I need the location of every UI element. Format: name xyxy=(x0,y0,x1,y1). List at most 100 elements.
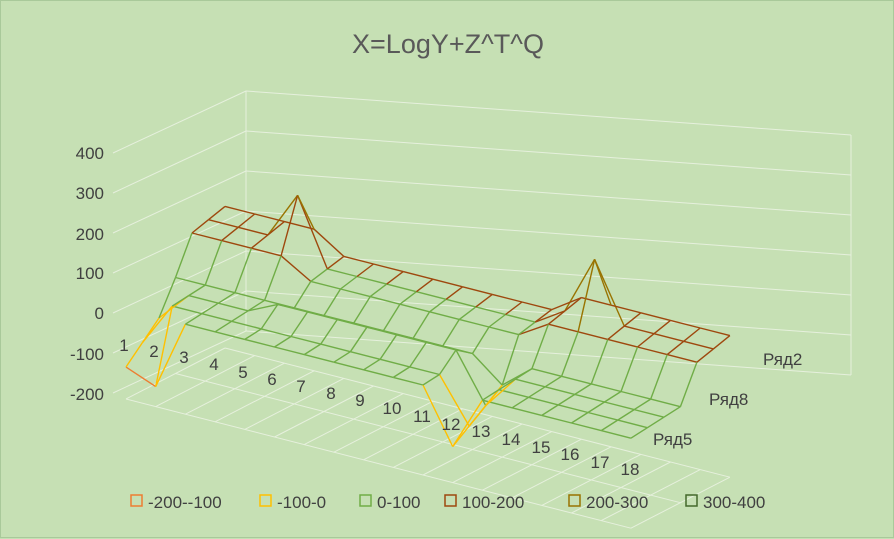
surface-segment xyxy=(647,416,665,429)
wall-gridline xyxy=(112,210,247,274)
surface-segment xyxy=(551,296,582,311)
x-tick-label: 11 xyxy=(413,407,431,426)
surface-segment xyxy=(280,195,299,256)
surface-segment xyxy=(577,259,596,332)
surface-segment xyxy=(515,378,546,388)
surface-segment xyxy=(386,283,417,293)
surface-segment xyxy=(683,327,701,342)
surface-segment xyxy=(221,226,239,242)
surface-segment xyxy=(475,306,506,316)
wall-gridline xyxy=(245,250,852,296)
surface-segment xyxy=(218,292,236,304)
surface-segment xyxy=(320,343,351,353)
surface-segment xyxy=(415,278,434,293)
x-axis: 1 2 3 4 5 6 7 8 9 10 11 12 13 14 15 16 1… xyxy=(119,336,639,479)
surface-segment xyxy=(350,351,381,360)
surface-segment xyxy=(558,404,589,414)
surface-segment xyxy=(313,228,345,257)
surface-segment xyxy=(482,389,500,401)
z-axis: 400 300 200 100 0 -100 -200 xyxy=(70,144,104,404)
surface-segment xyxy=(696,348,714,363)
surface-segment xyxy=(247,303,278,312)
surface-segment xyxy=(650,354,668,400)
surface-segment xyxy=(333,361,364,371)
surface-segment xyxy=(637,346,668,356)
legend-item[interactable]: -200--100 xyxy=(130,493,222,512)
surface-segment xyxy=(201,302,219,315)
x-tick-label: 10 xyxy=(383,399,402,418)
surface-segment xyxy=(263,255,282,301)
z-tick-label: 400 xyxy=(76,144,104,163)
x-tick-label: 12 xyxy=(442,415,461,434)
surface-segment xyxy=(125,366,157,388)
surface-segment xyxy=(208,219,239,228)
surface-segment xyxy=(455,349,473,355)
surface-segment xyxy=(244,338,275,348)
surface-segment xyxy=(369,283,388,298)
surface-segment xyxy=(399,303,430,313)
surface-segment xyxy=(379,334,398,360)
legend-swatch xyxy=(568,494,581,507)
surface-segment xyxy=(356,263,374,278)
surface-segment xyxy=(574,383,592,395)
surface-segment xyxy=(416,291,447,300)
surface-segment xyxy=(191,232,222,242)
surface-segment xyxy=(349,326,368,353)
legend-item[interactable]: 100-200 xyxy=(444,493,524,512)
surface-segment xyxy=(560,331,579,377)
x-tick-label: 7 xyxy=(296,377,305,396)
surface-segment xyxy=(237,213,256,228)
z-tick-label: -100 xyxy=(70,345,104,364)
surface-segment xyxy=(557,393,576,406)
surface-segment xyxy=(534,309,553,323)
surface-segment xyxy=(667,353,698,363)
surface-segment xyxy=(247,299,265,312)
surface-segment xyxy=(155,305,173,387)
legend-item[interactable]: 0-100 xyxy=(359,493,420,512)
surface-segment xyxy=(205,284,236,294)
surface-segment xyxy=(191,219,209,234)
x-tick-label: 4 xyxy=(209,355,218,374)
legend-label: 100-200 xyxy=(462,493,524,512)
surface-segment xyxy=(422,384,454,447)
surface-segment xyxy=(326,255,345,270)
surface-segment xyxy=(670,319,701,329)
surface-segment xyxy=(471,353,503,386)
surface-segment xyxy=(267,221,285,236)
surface-segment xyxy=(234,247,253,293)
wall-gridline xyxy=(245,290,852,336)
surface-segment xyxy=(544,375,562,388)
surface-segment xyxy=(231,320,262,330)
surface-segment xyxy=(296,195,328,270)
surface-segment xyxy=(373,263,404,273)
z-tick-label: 200 xyxy=(76,225,104,244)
legend-item[interactable]: 300-400 xyxy=(685,493,765,512)
surface-segment xyxy=(498,378,516,391)
surface-segment xyxy=(254,213,285,223)
legend-swatch xyxy=(359,494,372,507)
surface-segment xyxy=(666,340,685,356)
legend-label: 200-300 xyxy=(586,493,648,512)
surface-segment xyxy=(458,306,477,320)
surface-segment xyxy=(188,294,219,304)
surface-segment xyxy=(607,325,625,340)
legend-item[interactable]: -100-0 xyxy=(259,493,326,512)
surface-segment xyxy=(333,351,351,363)
x-tick-label: 9 xyxy=(355,391,364,410)
surface-segment xyxy=(386,271,404,285)
surface-segment xyxy=(452,425,470,448)
surface-segment xyxy=(544,386,575,396)
surface-segment xyxy=(429,311,460,321)
legend-item[interactable]: 200-300 xyxy=(568,493,648,512)
surface-segment xyxy=(185,313,203,325)
surface-segment xyxy=(340,288,371,298)
surface-segment xyxy=(392,366,411,378)
surface-segment xyxy=(158,277,177,319)
surface-segment xyxy=(485,378,516,407)
surface-segment xyxy=(531,368,562,377)
wall-gridline xyxy=(245,330,852,376)
surface-segment xyxy=(607,338,638,348)
surface-segment xyxy=(188,284,206,297)
wall-gridline xyxy=(245,170,852,216)
